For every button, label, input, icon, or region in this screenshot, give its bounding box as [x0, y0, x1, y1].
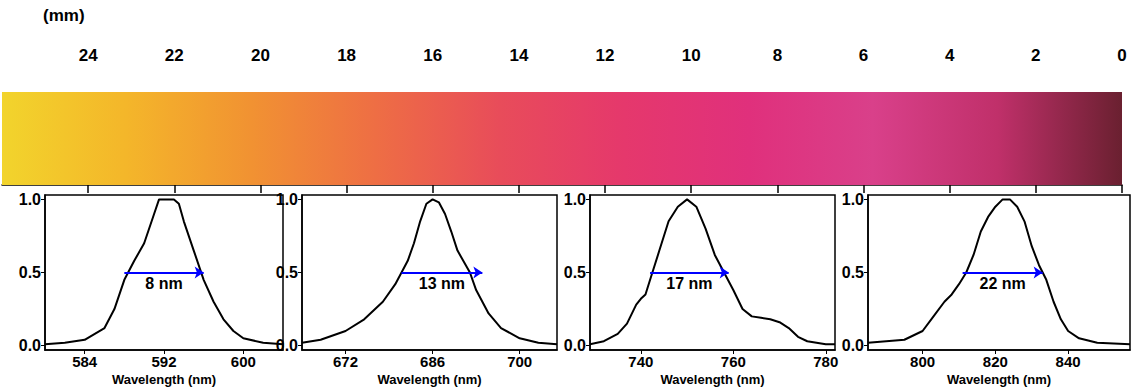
svg-text:820: 820: [983, 353, 1008, 370]
svg-text:13 nm: 13 nm: [419, 275, 465, 292]
svg-text:686: 686: [420, 353, 445, 370]
svg-text:740: 740: [628, 353, 653, 370]
svg-text:2: 2: [1031, 46, 1040, 65]
svg-text:24: 24: [79, 46, 98, 65]
svg-text:0.5: 0.5: [842, 264, 864, 281]
svg-text:0: 0: [1117, 46, 1126, 65]
svg-text:22 nm: 22 nm: [980, 275, 1026, 292]
svg-text:8: 8: [773, 46, 782, 65]
svg-text:700: 700: [507, 353, 532, 370]
svg-text:1.0: 1.0: [19, 191, 41, 208]
svg-text:22: 22: [165, 46, 184, 65]
svg-text:592: 592: [151, 353, 176, 370]
svg-text:(mm): (mm): [43, 6, 85, 25]
svg-text:800: 800: [910, 353, 935, 370]
svg-text:6: 6: [859, 46, 868, 65]
svg-text:Wavelength (nm): Wavelength (nm): [660, 372, 764, 387]
svg-text:0.5: 0.5: [564, 264, 586, 281]
svg-text:1.0: 1.0: [276, 191, 298, 208]
svg-text:0.5: 0.5: [276, 264, 298, 281]
svg-text:0.5: 0.5: [19, 264, 41, 281]
svg-text:0.0: 0.0: [564, 337, 586, 354]
svg-text:Wavelength (nm): Wavelength (nm): [112, 372, 216, 387]
svg-text:4: 4: [945, 46, 955, 65]
svg-text:584: 584: [72, 353, 98, 370]
svg-text:10: 10: [682, 46, 701, 65]
svg-text:600: 600: [231, 353, 256, 370]
svg-text:0.0: 0.0: [276, 337, 298, 354]
svg-text:14: 14: [509, 46, 528, 65]
svg-text:780: 780: [813, 353, 838, 370]
svg-text:Wavelength (nm): Wavelength (nm): [947, 372, 1051, 387]
svg-text:8 nm: 8 nm: [145, 275, 182, 292]
svg-text:20: 20: [251, 46, 270, 65]
svg-text:1.0: 1.0: [842, 191, 864, 208]
svg-text:Wavelength (nm): Wavelength (nm): [377, 372, 481, 387]
svg-text:840: 840: [1056, 353, 1081, 370]
svg-text:672: 672: [333, 353, 358, 370]
svg-text:1.0: 1.0: [564, 191, 586, 208]
svg-text:760: 760: [721, 353, 746, 370]
svg-text:16: 16: [423, 46, 442, 65]
svg-text:12: 12: [596, 46, 615, 65]
svg-text:18: 18: [337, 46, 356, 65]
svg-text:17 nm: 17 nm: [666, 275, 712, 292]
svg-text:0.0: 0.0: [842, 337, 864, 354]
svg-text:0.0: 0.0: [19, 337, 41, 354]
